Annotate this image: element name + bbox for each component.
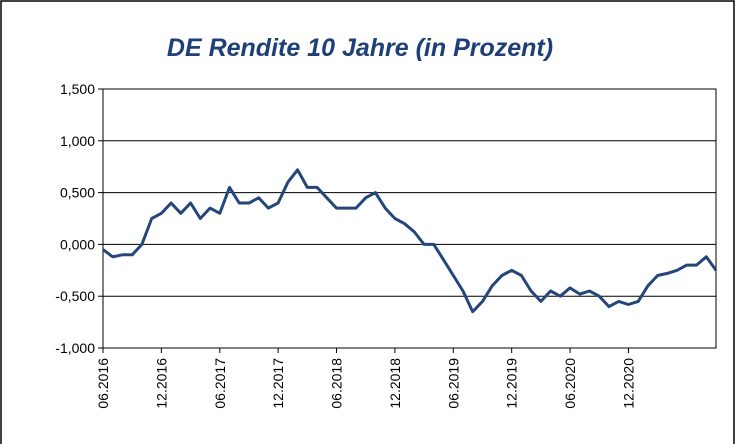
y-tick-label: -0,500	[55, 288, 95, 304]
y-tick-label: -1,000	[55, 340, 95, 356]
x-tick-label: 06.2019	[445, 358, 461, 409]
chart-title: DE Rendite 10 Jahre (in Prozent)	[167, 34, 553, 62]
y-tick-label: 1,000	[60, 133, 95, 149]
x-tick-label: 12.2018	[387, 358, 403, 409]
line-series	[102, 168, 718, 314]
plot-border	[102, 88, 717, 349]
x-tick-label: 12.2017	[270, 358, 286, 409]
y-tick-label: 0,500	[60, 185, 95, 201]
x-tick-label: 12.2020	[620, 358, 636, 409]
x-tick-label: 06.2016	[95, 358, 111, 409]
x-tick-label: 06.2017	[212, 358, 228, 409]
x-tick-label: 06.2020	[562, 358, 578, 409]
x-tick-label: 12.2019	[504, 358, 520, 409]
y-tick-label: 1,500	[60, 81, 95, 97]
y-tick-label: 0,000	[60, 236, 95, 252]
x-tick-label: 12.2016	[153, 358, 169, 409]
x-tick-label: 06.2018	[329, 358, 345, 409]
